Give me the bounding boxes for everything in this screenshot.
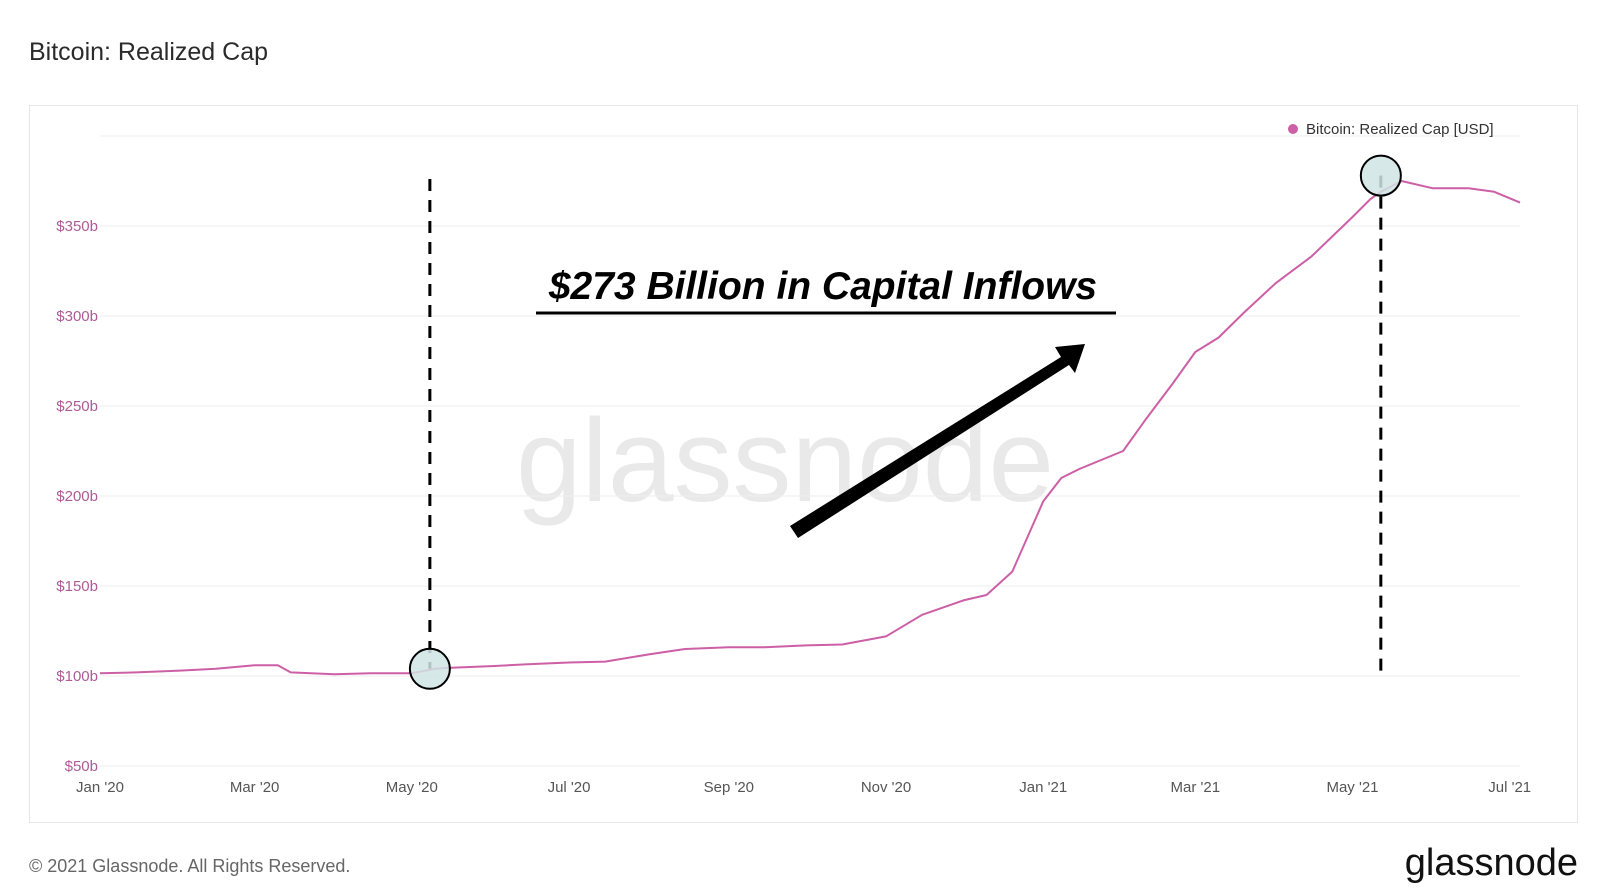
glassnode-logo: glassnode: [1404, 842, 1578, 884]
peak-marker-circle: [1359, 154, 1402, 197]
legend-label: Bitcoin: Realized Cap [USD]: [1306, 121, 1494, 138]
x-tick-label: May '21: [1326, 779, 1378, 796]
y-tick-label: $350b: [56, 218, 98, 235]
realized-cap-line: [99, 180, 1521, 676]
y-tick-label: $150b: [56, 578, 98, 595]
peak-marker-circle: [408, 647, 451, 690]
y-tick-label: $50b: [65, 758, 98, 775]
x-tick-label: Mar '21: [1171, 779, 1221, 796]
x-tick-label: Jul '20: [548, 779, 591, 796]
y-tick-label: $100b: [56, 668, 98, 685]
chart-frame: glassnode $50b $100b $150b $200b $250b $300b $3…: [29, 105, 1578, 823]
x-tick-label: Jan '20: [76, 779, 124, 796]
legend-swatch: [1288, 124, 1298, 134]
x-tick-label: Nov '20: [861, 779, 911, 796]
y-tick-label: $200b: [56, 488, 98, 505]
x-tick-label: Mar '20: [230, 779, 280, 796]
footer-copyright: © 2021 Glassnode. All Rights Reserved.: [29, 856, 351, 876]
legend: Bitcoin: Realized Cap [USD]: [1288, 121, 1494, 138]
arrow-up-right-icon: [790, 344, 1085, 538]
y-tick-label: $300b: [56, 308, 98, 325]
realized-cap-chart: glassnode $50b $100b $150b $200b $250b $300b $3…: [56, 121, 1531, 796]
page-title: Bitcoin: Realized Cap: [29, 38, 269, 66]
y-tick-label: $250b: [56, 398, 98, 415]
annotation-text: $273 Billion in Capital Inflows: [548, 265, 1097, 308]
x-tick-label: May '20: [386, 779, 438, 796]
x-tick-label: Jul '21: [1488, 779, 1531, 796]
watermark-text: glassnode: [516, 395, 1054, 527]
x-tick-label: Jan '21: [1019, 779, 1067, 796]
x-tick-label: Sep '20: [704, 779, 754, 796]
